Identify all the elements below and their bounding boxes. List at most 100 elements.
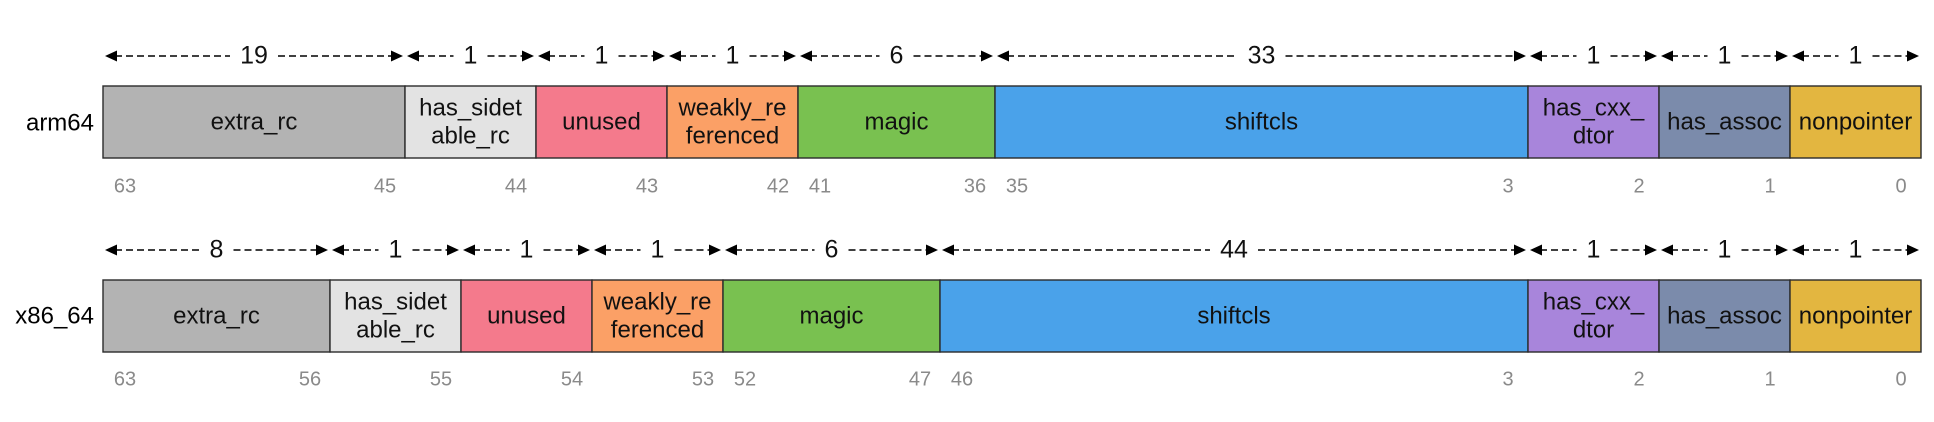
field-name: shiftcls [1225,108,1298,135]
bit-width-label: 44 [1220,236,1248,264]
arrow-left [669,50,681,62]
arrow-left [1530,244,1542,256]
field-name: unused [562,108,641,135]
arrow-left [594,244,606,256]
bit-width-label: 1 [1718,42,1732,70]
arrow-left [1530,50,1542,62]
bit-index-low: 3 [1502,175,1513,197]
field-magic: magic 6 41 36 [797,42,996,197]
bit-index: 2 [1633,175,1644,197]
field-magic: magic 6 52 47 [722,236,941,390]
width-dimension: 8 [105,236,328,264]
bit-index: 1 [1764,175,1775,197]
bit-width-label: 8 [210,236,224,264]
width-dimension: 1 [332,236,459,264]
bit-width-label: 1 [520,236,534,264]
width-dimension: 1 [1661,236,1788,264]
width-dimension: 1 [1661,42,1788,70]
field-name: extra_rc [211,108,298,135]
arrow-left [725,244,737,256]
bit-index-high: 41 [809,175,831,197]
bit-index-high: 35 [1006,175,1028,197]
arrow-right [1907,50,1919,62]
field-name-line: weakly_re [677,94,786,121]
arrow-left [942,244,954,256]
bit-index-low: 36 [964,175,986,197]
bit-width-label: 6 [890,42,904,70]
arrow-left [407,50,419,62]
field-name-line: able_rc [431,122,510,149]
arrow-left [800,50,812,62]
bit-index-low: 3 [1502,368,1513,390]
width-dimension: 19 [105,42,403,70]
field-unused: unused 1 43 [535,42,668,197]
bit-index: 44 [505,175,527,197]
width-dimension: 44 [942,236,1526,264]
field-name-line: able_rc [356,316,435,343]
field-magic-box [722,279,941,353]
field-name-line: dtor [1573,122,1614,149]
field-has_assoc: has_assoc 1 1 [1658,236,1791,390]
arrow-right [447,244,459,256]
bit-index-high: 63 [114,368,136,390]
arrow-right [578,244,590,256]
bit-index: 1 [1764,368,1775,390]
field-name: extra_rc [173,302,260,329]
bit-width-label: 1 [464,42,478,70]
field-extra_rc: extra_rc 8 63 56 [102,236,331,390]
width-dimension: 1 [1792,42,1919,70]
field-has_cxx_dtor: has_cxx_dtor 1 2 [1527,236,1660,390]
field-name-line: has_cxx_ [1543,94,1645,121]
field-has_assoc: has_assoc 1 1 [1658,42,1791,197]
bit-width-label: 1 [389,236,403,264]
field-name-line: dtor [1573,316,1614,343]
field-name: unused [487,302,566,329]
width-dimension: 1 [463,236,590,264]
bit-width-label: 6 [825,236,839,264]
arrow-right [391,50,403,62]
field-name: magic [799,302,863,329]
field-shiftcls-box [994,85,1529,159]
bit-width-label: 1 [726,42,740,70]
arrow-right [926,244,938,256]
arrow-left [997,50,1009,62]
field-weakly_referenced-box [591,279,724,353]
bit-index-low: 45 [374,175,396,197]
bit-index: 43 [636,175,658,197]
arrow-right [981,50,993,62]
field-has_cxx_dtor: has_cxx_dtor 1 2 [1527,42,1660,197]
field-nonpointer: nonpointer 1 0 [1789,236,1922,390]
bit-index: 53 [692,368,714,390]
arrow-left [105,244,117,256]
arrow-left [105,50,117,62]
width-dimension: 6 [725,236,938,264]
field-extra_rc: extra_rc 19 63 45 [102,42,406,197]
bit-width-label: 1 [651,236,665,264]
field-nonpointer-box [1789,85,1922,159]
field-name: shiftcls [1197,302,1270,329]
arrow-right [1645,244,1657,256]
arrow-right [1907,244,1919,256]
row-label: arm64 [26,109,94,136]
arrow-left [1661,50,1673,62]
field-extra_rc-box [102,279,331,353]
field-name: has_assoc [1667,302,1782,329]
bit-index-high: 52 [734,368,756,390]
field-shiftcls-box [939,279,1529,353]
bit-index-high: 46 [951,368,973,390]
arrow-right [1514,244,1526,256]
width-dimension: 1 [669,42,796,70]
bit-width-label: 1 [1718,236,1732,264]
row-label: x86_64 [15,302,94,329]
bit-width-label: 19 [240,42,268,70]
width-dimension: 1 [538,42,665,70]
bit-width-label: 1 [1849,236,1863,264]
field-nonpointer-box [1789,279,1922,353]
